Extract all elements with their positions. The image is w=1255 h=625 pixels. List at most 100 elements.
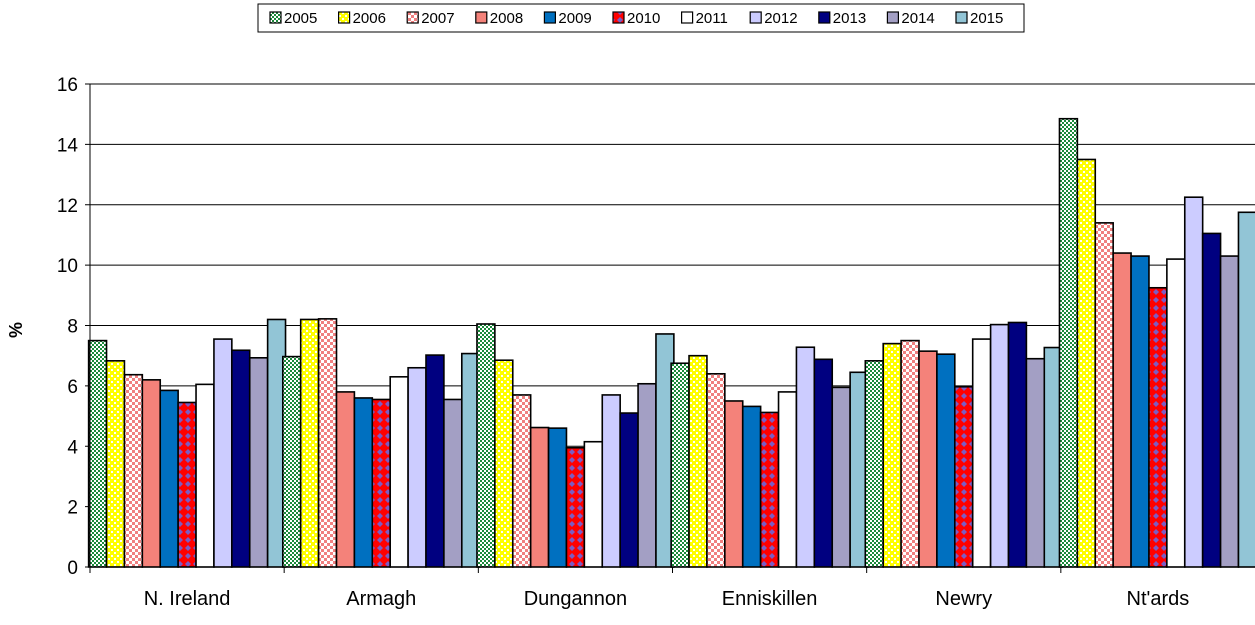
x-tick-label: Armagh [346,588,416,610]
x-tick-label: Nt'ards [1127,588,1190,610]
bar-2013-enniskillen [813,358,834,568]
bar-2011-newry [971,338,992,568]
y-tick-label: 16 [57,75,78,96]
bar-2010-armagh [371,398,391,568]
legend-label: 2005 [284,10,317,27]
bar-2006-enniskillen [688,354,708,568]
bar-2005-dungannon [476,323,496,568]
plot-area: 0 2 4 6 8 10 12 14 16 N. Ireland Armagh Dungannon E… [57,75,1255,610]
y-axis-ticks: 0 2 4 6 8 10 12 14 16 [57,75,90,579]
legend-label: 2007 [421,10,454,27]
x-axis-ticks: N. Ireland Armagh Dungannon Enniskillen Newr… [89,567,1190,610]
bar-2014-armagh [443,398,463,568]
y-tick-label: 8 [67,317,78,338]
x-tick-label: N. Ireland [144,588,231,610]
bar-2013-dungannon [619,412,639,568]
bar-2010-enniskillen [759,411,780,568]
bar-2009-nt-ards [1130,255,1150,568]
y-axis-title: % [6,322,26,338]
bar-2011-armagh [389,376,409,568]
bar-2012-n-ireland [213,338,233,568]
y-tick-label: 10 [57,256,78,277]
bar-2014-dungannon [637,382,657,568]
y-tick-label: 4 [67,437,78,458]
bar-2008-enniskillen [724,400,744,568]
y-tick-label: 12 [57,196,78,217]
legend-label: 2008 [490,10,523,27]
legend-swatch [269,11,282,24]
bar-2014-n-ireland [248,357,269,568]
bar-2009-newry [936,353,956,568]
bar-2007-n-ireland [123,373,144,568]
bar-2014-nt-ards [1219,255,1240,568]
bar-2008-newry [918,350,938,568]
bar-2005-enniskillen [670,362,690,568]
bar-2005-nt-ards [1058,117,1079,568]
x-tick-label: Newry [935,588,992,610]
bar-2011-dungannon [583,440,604,568]
y-tick-label: 6 [67,377,78,398]
legend-swatch [338,11,351,24]
legend-swatch [749,11,762,24]
bar-2013-n-ireland [231,349,251,568]
bar-2011-n-ireland [195,383,215,568]
legend-label: 2009 [558,10,591,27]
bar-2010-newry [953,385,974,568]
legend-swatch [406,11,419,24]
bar-2010-nt-ards [1148,286,1168,568]
bar-2010-n-ireland [177,401,197,568]
legend-swatch [818,11,831,24]
x-tick-label: Enniskillen [722,588,818,610]
bar-2006-armagh [299,318,320,568]
bar-2009-dungannon [547,427,568,568]
bar-2009-enniskillen [741,405,762,568]
bar-2008-nt-ards [1112,252,1132,568]
bar-2007-newry [900,339,920,568]
legend-swatch [543,11,557,24]
bar-2009-armagh [353,397,374,568]
bar-2006-nt-ards [1076,158,1097,568]
bar-2014-newry [1025,357,1046,568]
bar-2015-nt-ards [1237,211,1255,568]
bars [87,117,1255,568]
bar-2012-nt-ards [1183,196,1204,568]
bar-2011-nt-ards [1166,258,1186,568]
bar-2011-enniskillen [777,391,798,568]
legend-swatch [955,11,968,24]
bar-2007-armagh [317,318,338,568]
bar-2008-n-ireland [141,379,162,568]
legend-label: 2012 [764,10,797,27]
y-tick-label: 2 [67,498,78,519]
bar-2008-armagh [335,391,356,568]
y-tick-label: 14 [57,135,79,156]
bar-2007-enniskillen [706,372,726,568]
bar-2006-dungannon [494,359,514,568]
bar-2013-nt-ards [1201,232,1222,568]
legend-swatch [886,11,900,24]
legend-swatch [680,11,694,24]
legend-label: 2014 [901,10,934,27]
bar-2012-dungannon [601,394,621,568]
legend-label: 2006 [353,10,386,27]
legend-swatch [475,11,488,24]
bar-2005-newry [864,360,884,568]
bar-2005-armagh [281,355,302,568]
x-tick-label: Dungannon [524,588,627,610]
bar-2010-dungannon [565,446,586,568]
bar-2014-enniskillen [831,386,851,568]
bar-2005-n-ireland [87,339,108,568]
bar-2007-nt-ards [1094,222,1114,568]
bar-2009-n-ireland [159,389,179,568]
bar-2012-enniskillen [795,346,816,568]
legend-label: 2013 [833,10,866,27]
bar-2008-dungannon [529,426,550,568]
legend-label: 2011 [696,10,728,27]
bar-2007-dungannon [511,394,532,568]
chart-legend: 2005 2006 2007 2008 2009 2010 2011 2012 2013 2014… [257,3,1025,33]
legend-swatch [612,11,625,24]
bar-2013-newry [1007,321,1028,568]
bar-2012-newry [989,323,1010,568]
legend-label: 2010 [627,10,660,27]
